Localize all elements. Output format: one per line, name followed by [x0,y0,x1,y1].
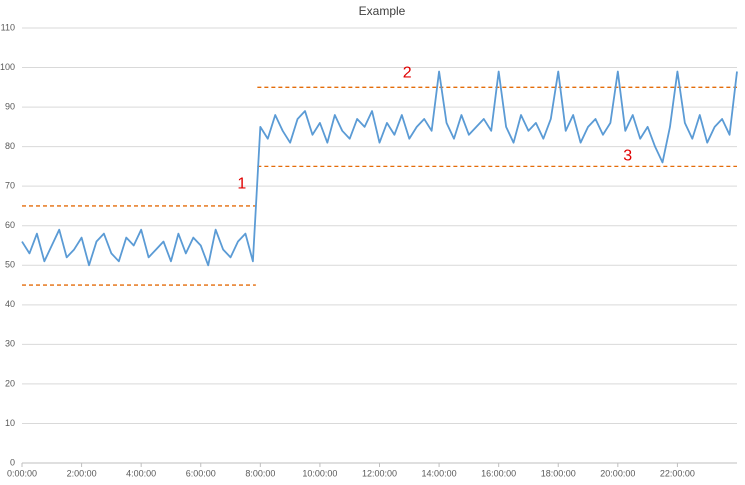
y-tick-label: 100 [0,62,15,72]
x-tick-label: 22:00:00 [660,468,695,478]
x-tick-label: 4:00:00 [126,468,156,478]
y-tick-label: 10 [5,418,15,428]
x-tick-label: 18:00:00 [541,468,576,478]
y-tick-label: 40 [5,299,15,309]
chart-title: Example [359,4,406,18]
y-tick-label: 110 [1,22,15,32]
x-tick-label: 12:00:00 [362,468,397,478]
annotation: 3 [623,148,632,165]
y-tick-label: 50 [5,260,15,270]
x-tick-label: 16:00:00 [481,468,516,478]
x-tick-label: 20:00:00 [600,468,635,478]
x-tick-label: 10:00:00 [302,468,337,478]
data-line [21,70,738,267]
y-tick-label: 0 [10,457,15,467]
x-tick-label: 14:00:00 [422,468,457,478]
annotation: 1 [237,175,246,192]
y-tick-label: 70 [5,181,15,191]
x-tick-label: 2:00:00 [67,468,97,478]
y-tick-label: 20 [5,378,15,388]
annotation: 2 [403,65,412,82]
y-tick-label: 60 [5,220,15,230]
y-tick-label: 80 [5,141,15,151]
y-tick-label: 30 [5,339,15,349]
x-tick-label: 0:00:00 [7,468,37,478]
x-tick-label: 8:00:00 [245,468,275,478]
y-tick-label: 90 [5,101,15,111]
x-tick-label: 6:00:00 [186,468,216,478]
